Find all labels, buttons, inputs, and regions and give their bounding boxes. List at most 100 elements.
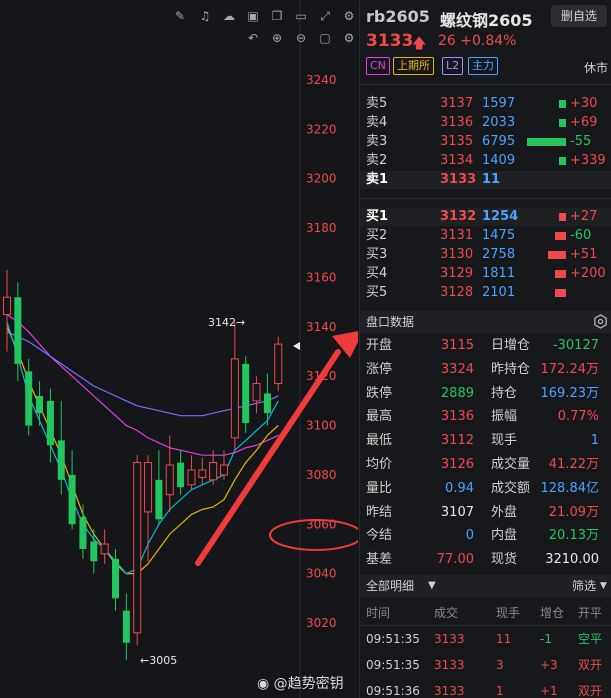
order-level[interactable]: 卖2 3134 1409 +339 [360, 152, 611, 170]
price-change: 26 +0.84% [438, 33, 517, 49]
up-arrow-icon: 🡅 [412, 36, 427, 52]
settings-icon[interactable]: ⚙ [343, 9, 355, 23]
level-label: 卖3 [366, 134, 388, 149]
level-price[interactable]: 3136 [440, 115, 474, 130]
order-level[interactable]: 买5 3128 2101 [360, 284, 611, 302]
level-price[interactable]: 3134 [440, 153, 474, 168]
stat-value: 128.84亿 [540, 480, 600, 496]
y-tick-label: 3180 [306, 221, 337, 235]
order-level[interactable]: 卖5 3137 1597 +30 [360, 95, 611, 113]
candle-body [68, 474, 76, 525]
tick-time: 09:51:36 [366, 684, 420, 698]
filter-button[interactable]: 筛选 [572, 579, 597, 593]
column-header: 增仓 [540, 606, 565, 620]
level-price[interactable]: 3137 [440, 96, 474, 111]
column-header: 开平 [578, 606, 603, 620]
camera-icon[interactable]: ▣ [247, 9, 259, 23]
stat-value: 3210.00 [545, 552, 599, 568]
gear-small-icon[interactable]: ⚙ [343, 31, 355, 45]
candle-body [3, 296, 11, 315]
order-level[interactable]: 买4 3129 1811 +200 [360, 265, 611, 283]
level-price[interactable]: 3131 [440, 228, 474, 243]
stat-label: 跌停 [366, 385, 393, 401]
candle-body [144, 462, 153, 513]
volume-bar [559, 157, 566, 165]
candle-body [187, 469, 196, 486]
tick-type: 双开 [578, 658, 603, 672]
undo-icon[interactable]: ↶ [247, 31, 259, 45]
fullscreen-icon[interactable]: ⤢ [320, 9, 330, 23]
stat-label: 振幅 [491, 409, 518, 425]
order-level[interactable]: 卖3 3135 6795 -55 [360, 133, 611, 151]
level-price[interactable]: 3132 [440, 209, 477, 224]
copy-icon[interactable]: ❐ [271, 9, 283, 23]
volume-bar [555, 270, 566, 278]
stat-value: 0.77% [557, 409, 599, 425]
level-label: 买5 [366, 285, 388, 300]
level-price[interactable]: 3130 [440, 247, 474, 262]
cloud-icon[interactable]: ☁ [223, 9, 235, 23]
level-volume: 1811 [482, 266, 516, 281]
dropdown-icon[interactable]: ▼ [428, 580, 436, 591]
candle-body [155, 479, 163, 520]
level-delta: -55 [570, 134, 592, 149]
stat-value: 169.23万 [540, 385, 600, 401]
tick-qty: 3 [496, 658, 504, 672]
weibo-icon: ◉ [257, 676, 270, 692]
stat-label: 日增仓 [491, 338, 531, 353]
filter-dropdown-icon[interactable]: ▼ [600, 581, 607, 591]
stat-label: 开盘 [366, 338, 393, 353]
ticks-title[interactable]: 全部明细 [366, 579, 415, 593]
candle-body [242, 363, 250, 424]
volume-bar [559, 213, 566, 221]
window-icon[interactable]: ▢ [319, 31, 331, 45]
stat-label: 昨结 [366, 504, 393, 520]
last-price: 3133 [366, 31, 414, 51]
candle-body [57, 440, 65, 480]
order-level[interactable]: 买3 3130 2758 +51 [360, 246, 611, 264]
zoom-in-icon[interactable]: ⊕ [271, 31, 283, 45]
draw-pen-icon[interactable]: ✎ [174, 9, 186, 23]
tag-main: 主力 [468, 57, 498, 75]
order-level[interactable]: 买1 3132 1254 +27 [360, 208, 611, 226]
level-label: 卖5 [366, 96, 388, 111]
order-level[interactable]: 卖4 3136 2033 +69 [360, 114, 611, 132]
stat-label: 外盘 [491, 504, 518, 520]
level-price[interactable]: 3128 [440, 285, 474, 300]
current-price-marker [293, 342, 300, 350]
kline-svg[interactable]: 3240322032003180316031403120310030803060… [0, 0, 358, 698]
stat-label: 成交额 [491, 480, 531, 496]
stat-label: 内盘 [491, 528, 518, 544]
level-label: 买1 [366, 209, 389, 224]
red-arrow-shaft [195, 349, 341, 566]
level-volume: 1254 [482, 209, 519, 224]
candle-body [220, 464, 228, 476]
level-price[interactable]: 3135 [440, 134, 474, 149]
stat-label: 现货 [491, 552, 518, 568]
watermark: ◉ @趋势密钥 [257, 676, 344, 692]
moving-average-line [6, 321, 279, 575]
kline-chart[interactable]: 3240322032003180316031403120310030803060… [0, 0, 358, 698]
candle-body [100, 543, 109, 555]
volume-bar [555, 289, 566, 297]
hex-settings-icon[interactable] [593, 314, 608, 329]
candle-body [274, 343, 283, 385]
level-price[interactable]: 3129 [440, 266, 474, 281]
order-level[interactable]: 买2 3131 1475 -60 [360, 227, 611, 245]
column-header: 现手 [496, 606, 521, 620]
level-price[interactable]: 3133 [440, 172, 477, 187]
stat-value: 172.24万 [540, 361, 600, 377]
stat-value: 0 [465, 528, 474, 544]
candle-body [36, 395, 44, 414]
tick-qty: 1 [496, 684, 504, 698]
monitor-icon[interactable]: ▭ [295, 9, 307, 23]
remove-watchlist-button[interactable]: 删自选 [551, 5, 607, 27]
level-label: 买2 [366, 228, 388, 243]
stat-label: 持仓 [491, 385, 518, 401]
order-level[interactable]: 卖1 3133 11 [360, 171, 611, 189]
stat-value: 3126 [440, 457, 474, 472]
bell-icon[interactable]: ♫ [199, 9, 211, 23]
level-label: 买3 [366, 247, 388, 262]
zoom-out-icon[interactable]: ⊖ [295, 31, 307, 45]
level-delta: +339 [570, 153, 606, 168]
